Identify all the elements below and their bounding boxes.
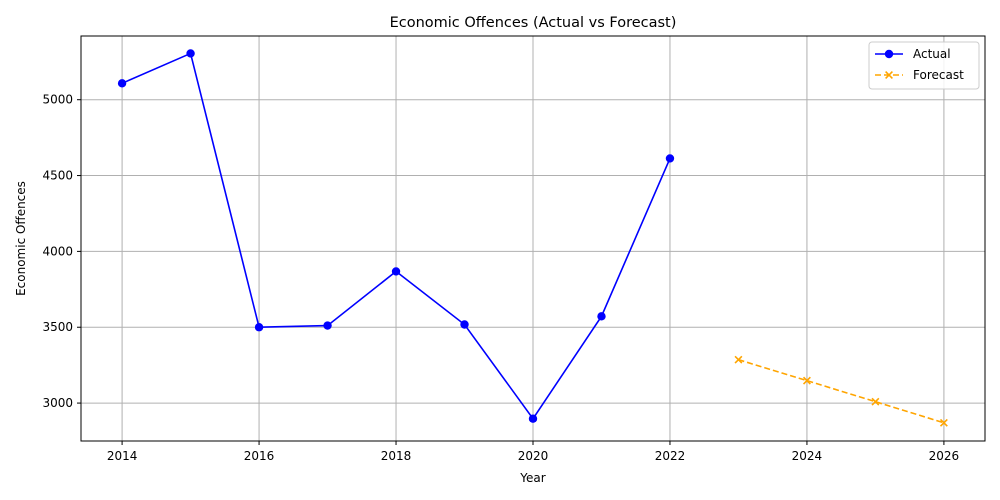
- actual-point: [323, 321, 332, 330]
- legend-marker-forecast: [885, 71, 893, 79]
- chart-title: Economic Offences (Actual vs Forecast): [390, 15, 677, 31]
- x-tick-label: 2026: [929, 449, 960, 463]
- y-tick-label: 4000: [42, 244, 73, 258]
- grid: [81, 36, 985, 441]
- x-tick-label: 2020: [518, 449, 549, 463]
- actual-point: [186, 49, 195, 58]
- y-tick-label: 3500: [42, 320, 73, 334]
- axis-ticks: 2014 2016 2018 2020 2022 2024 2026 3000 3500 4000…: [42, 93, 959, 463]
- actual-point: [391, 267, 401, 276]
- legend-label-forecast: Forecast: [913, 68, 964, 82]
- actual-point: [528, 414, 538, 423]
- forecast-point: [802, 376, 811, 385]
- x-tick-label: 2014: [107, 449, 138, 463]
- legend-label-actual: Actual: [913, 47, 951, 61]
- actual-point: [597, 312, 606, 321]
- forecast-point: [939, 418, 948, 427]
- actual-point: [665, 154, 675, 163]
- actual-point: [117, 79, 127, 88]
- forecast-point: [871, 397, 880, 406]
- actual-point: [460, 320, 469, 329]
- x-axis-title: Year: [519, 471, 545, 485]
- actual-point: [254, 323, 264, 332]
- y-tick-label: 3000: [42, 396, 73, 410]
- legend-marker-actual: [884, 49, 894, 59]
- x-tick-label: 2016: [244, 449, 275, 463]
- series-actual: [117, 49, 675, 423]
- y-axis-title: Economic Offences: [14, 181, 28, 296]
- x-tick-label: 2022: [655, 449, 686, 463]
- legend: Actual Forecast: [868, 41, 980, 90]
- y-tick-label: 5000: [42, 93, 73, 107]
- x-tick-label: 2024: [792, 449, 823, 463]
- series-forecast: [734, 355, 948, 427]
- x-tick-label: 2018: [381, 449, 412, 463]
- y-tick-label: 4500: [42, 169, 73, 183]
- series-layer: [117, 49, 948, 427]
- forecast-point: [734, 355, 743, 364]
